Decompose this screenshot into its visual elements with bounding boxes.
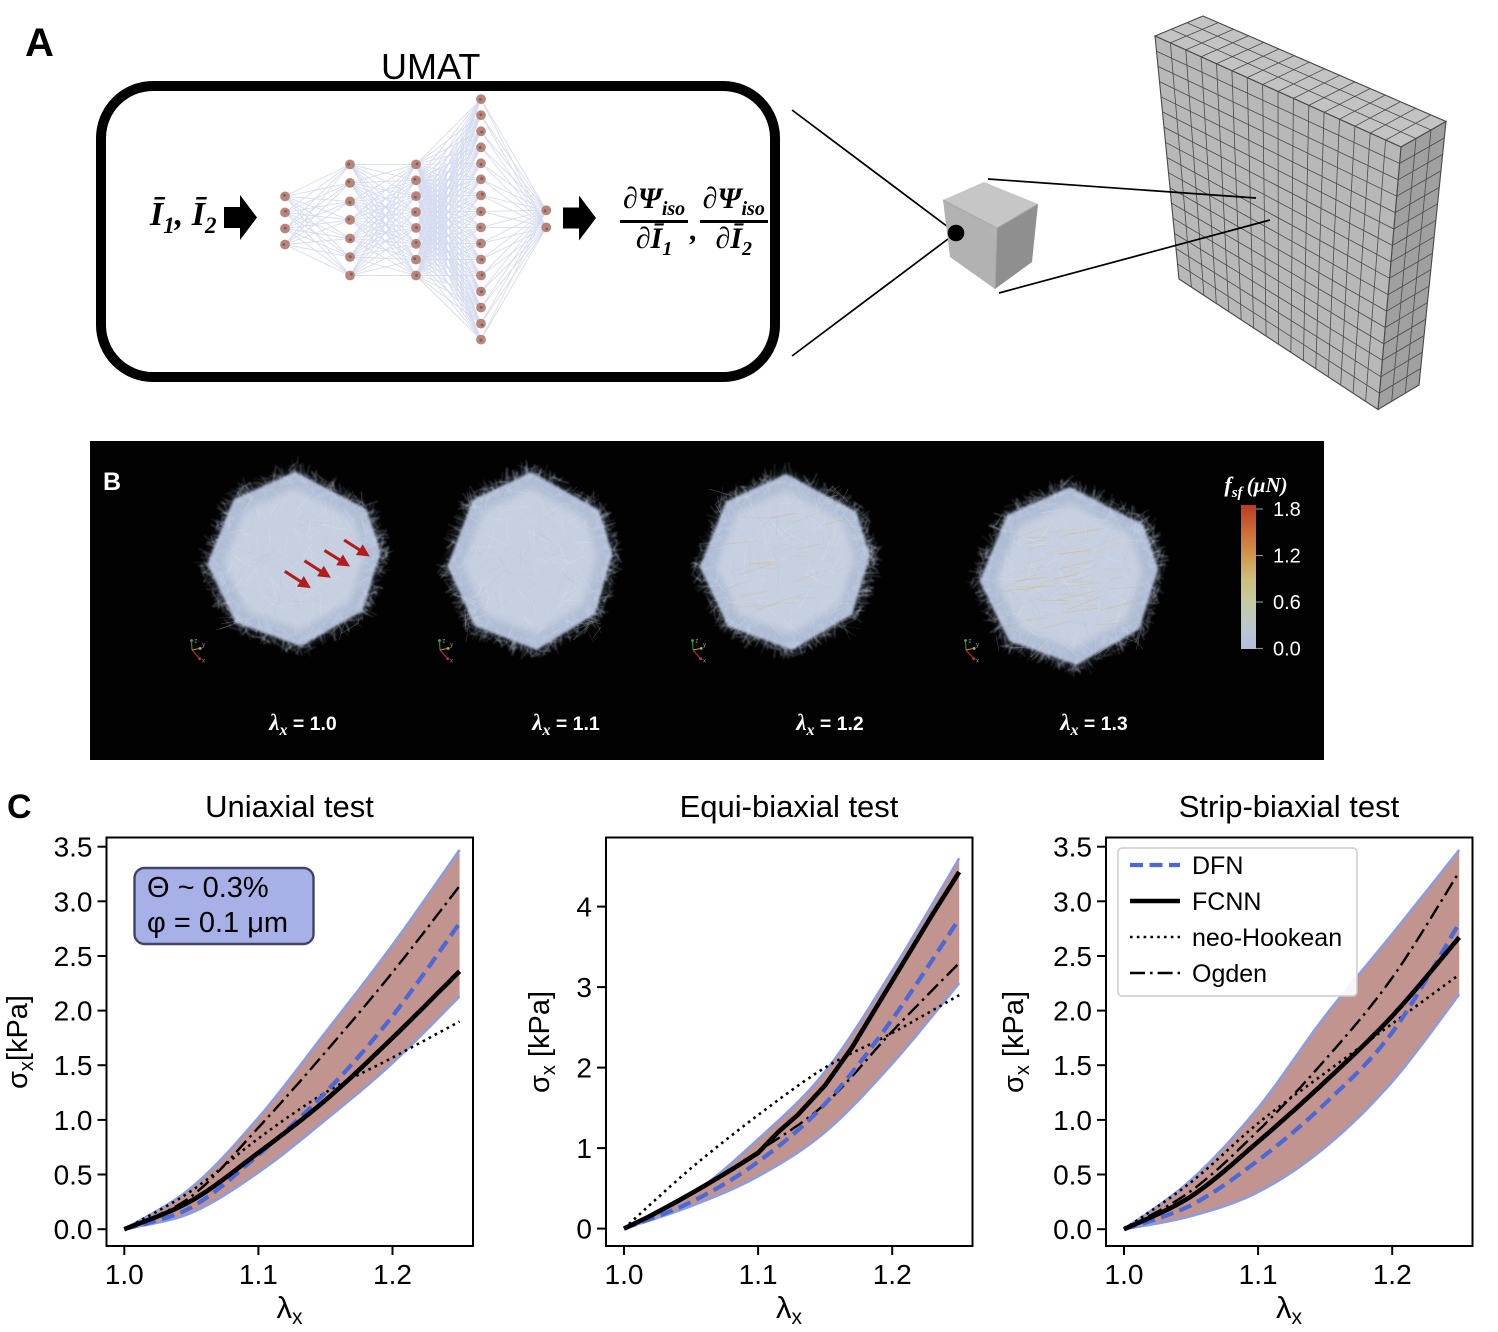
svg-text:1.5: 1.5 [54,1050,93,1081]
svg-text:1.2: 1.2 [1273,546,1301,568]
svg-text:DFN: DFN [1192,852,1243,880]
svg-text:σx [kPa]: σx [kPa] [998,991,1034,1093]
svg-text:Strip-biaxial test: Strip-biaxial test [1179,789,1400,824]
svg-text:y: y [976,643,979,649]
svg-text:3.0: 3.0 [1053,886,1092,917]
svg-text:FCNN: FCNN [1192,888,1261,916]
svg-text:Equi-biaxial test: Equi-biaxial test [680,789,899,824]
svg-text:1.0: 1.0 [605,1259,644,1290]
svg-text:1.0: 1.0 [105,1259,144,1290]
svg-text:z: z [194,639,197,645]
svg-text:2.0: 2.0 [1053,996,1092,1027]
svg-text:1.0: 1.0 [54,1105,93,1136]
svg-text:1: 1 [576,1133,592,1164]
svg-text:x: x [202,659,205,665]
svg-text:1.1: 1.1 [739,1259,778,1290]
svg-text:3.5: 3.5 [1053,832,1092,863]
svg-text:y: y [450,643,453,649]
svg-text:λx: λx [1276,1290,1303,1329]
svg-text:1.0: 1.0 [1053,1105,1092,1136]
svg-text:φ = 0.1 μm: φ = 0.1 μm [147,907,288,939]
svg-text:0.6: 0.6 [1273,592,1301,614]
svg-text:z: z [968,639,971,645]
svg-text:y: y [202,643,205,649]
svg-text:1.0: 1.0 [1105,1259,1144,1290]
svg-text:B: B [103,468,121,496]
svg-text:1.1: 1.1 [239,1259,278,1290]
svg-text:1.8: 1.8 [1273,499,1301,521]
svg-text:2.0: 2.0 [54,996,93,1027]
svg-text:3.5: 3.5 [54,832,93,863]
svg-text:0.0: 0.0 [1273,639,1301,661]
svg-text:σx [kPa]: σx [kPa] [524,991,560,1093]
svg-text:2.5: 2.5 [1053,941,1092,972]
svg-text:1.5: 1.5 [1053,1050,1092,1081]
svg-text:Θ ~ 0.3%: Θ ~ 0.3% [147,872,269,904]
svg-text:3.0: 3.0 [54,886,93,917]
svg-text:1.2: 1.2 [873,1259,912,1290]
svg-text:neo-Hookean: neo-Hookean [1192,924,1342,952]
svg-text:λx = 1.2: λx = 1.2 [795,710,864,739]
svg-text:x: x [450,659,453,665]
svg-text:Ogden: Ogden [1192,960,1267,988]
svg-text:Uniaxial test: Uniaxial test [205,789,374,824]
svg-text:2.5: 2.5 [54,941,93,972]
svg-text:λx: λx [776,1290,803,1329]
svg-text:x: x [703,659,706,665]
svg-text:0.5: 0.5 [1053,1160,1092,1191]
svg-text:λx = 1.3: λx = 1.3 [1059,710,1128,739]
svg-text:1.2: 1.2 [373,1259,412,1290]
svg-text:0.5: 0.5 [54,1160,93,1191]
svg-text:y: y [703,643,706,649]
svg-text:0: 0 [576,1214,592,1245]
svg-text:3: 3 [576,972,592,1003]
svg-text:1.1: 1.1 [1239,1259,1278,1290]
svg-text:2: 2 [576,1053,592,1084]
svg-text:λx = 1.0: λx = 1.0 [268,710,337,739]
svg-text:x: x [976,659,979,665]
svg-text:C: C [7,788,32,826]
svg-text:1.2: 1.2 [1373,1259,1412,1290]
svg-text:0.0: 0.0 [54,1214,93,1245]
svg-text:σx[kPa]: σx[kPa] [2,995,38,1089]
svg-text:z: z [695,639,698,645]
svg-text:λx = 1.1: λx = 1.1 [531,710,600,739]
svg-text:λx: λx [277,1290,304,1329]
svg-text:0.0: 0.0 [1053,1214,1092,1245]
svg-text:4: 4 [576,892,592,923]
svg-text:z: z [442,639,445,645]
